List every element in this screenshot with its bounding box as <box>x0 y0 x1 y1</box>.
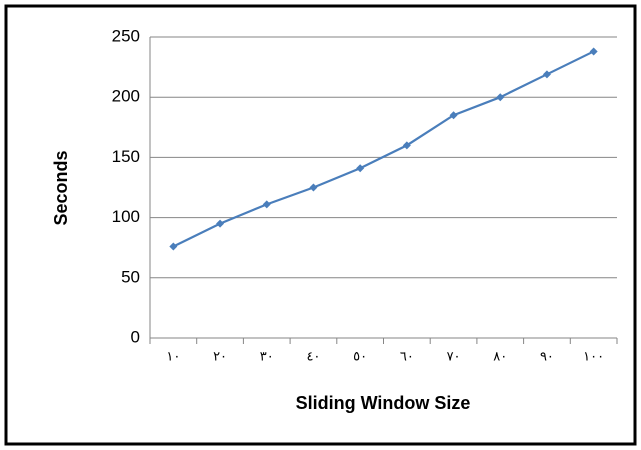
y-tick-label: 0 <box>131 327 140 346</box>
x-tick-label: ١٠٠ <box>583 350 604 365</box>
x-tick-label: ٣٠ <box>260 350 274 365</box>
marker <box>496 93 505 102</box>
marker <box>589 47 598 56</box>
marker <box>309 183 318 192</box>
y-tick-label: 100 <box>112 207 140 226</box>
y-tick-label: 50 <box>121 267 140 286</box>
chart-border <box>4 4 637 446</box>
x-tick-label: ١٠ <box>166 350 180 365</box>
y-tick-label: 150 <box>112 147 140 166</box>
marker <box>262 200 271 209</box>
marker <box>356 164 365 173</box>
x-tick-label: ٩٠ <box>540 350 554 365</box>
y-axis-title: Seconds <box>51 150 71 225</box>
x-tick-label: ٥٠ <box>353 350 367 365</box>
marker <box>449 111 458 120</box>
x-tick-label: ٢٠ <box>213 350 227 365</box>
y-tick-label: 250 <box>112 26 140 45</box>
x-tick-label: ٧٠ <box>447 350 461 365</box>
line <box>172 50 595 248</box>
x-tick-label: ٦٠ <box>400 350 414 365</box>
marker <box>169 242 178 251</box>
marker <box>542 70 551 79</box>
marker <box>216 219 225 228</box>
y-tick-label: 200 <box>112 87 140 106</box>
x-tick-label: ٨٠ <box>493 350 507 365</box>
x-axis-title: Sliding Window Size <box>296 393 471 413</box>
marker <box>402 141 411 150</box>
x-tick-label: ٤٠ <box>306 350 320 365</box>
